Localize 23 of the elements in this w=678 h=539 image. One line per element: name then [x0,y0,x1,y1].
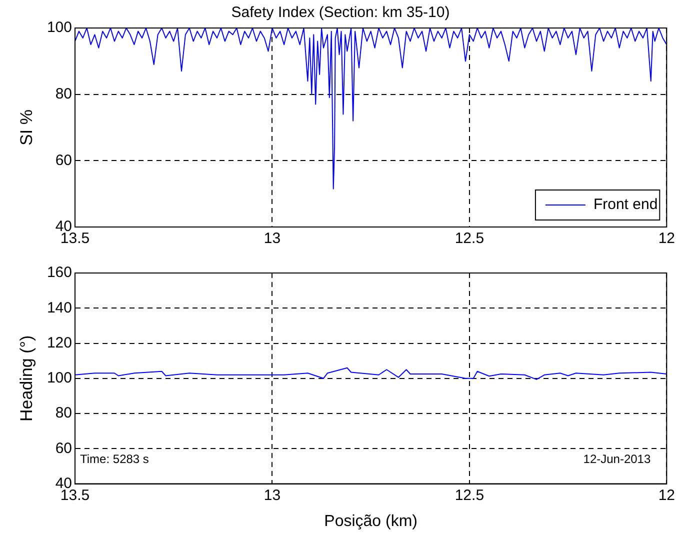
y-tick-label: 100 [46,19,72,36]
legend-label: Front end [593,196,658,214]
x-tick-label: 13.5 [60,486,90,504]
y-tick-label: 60 [55,152,72,169]
x-tick-label: 12 [658,230,675,248]
x-tick-label: 12.5 [454,230,484,248]
y-tick-label: 100 [46,370,72,387]
x-tick-label: 12 [658,486,675,504]
y-tick-label: 60 [55,440,72,457]
y-tick-label: 120 [46,334,72,352]
x-tick-label: 13 [264,486,281,504]
annotation: 12-Jun-2013 [583,452,651,466]
y-tick-label: 80 [55,404,72,422]
y-tick-label: 160 [46,264,72,282]
y-tick-label: 140 [46,299,72,316]
y-axis-title: Heading (°) [16,335,36,422]
y-tick-label: 80 [55,85,72,102]
x-tick-label: 13 [264,230,281,248]
y-axis-title: SI % [16,110,36,146]
chart-title: Safety Index (Section: km 35-10) [231,4,450,22]
annotation: Time: 5283 s [80,452,149,466]
x-axis-title: Posição (km) [324,512,418,530]
x-tick-label: 12.5 [454,486,484,504]
